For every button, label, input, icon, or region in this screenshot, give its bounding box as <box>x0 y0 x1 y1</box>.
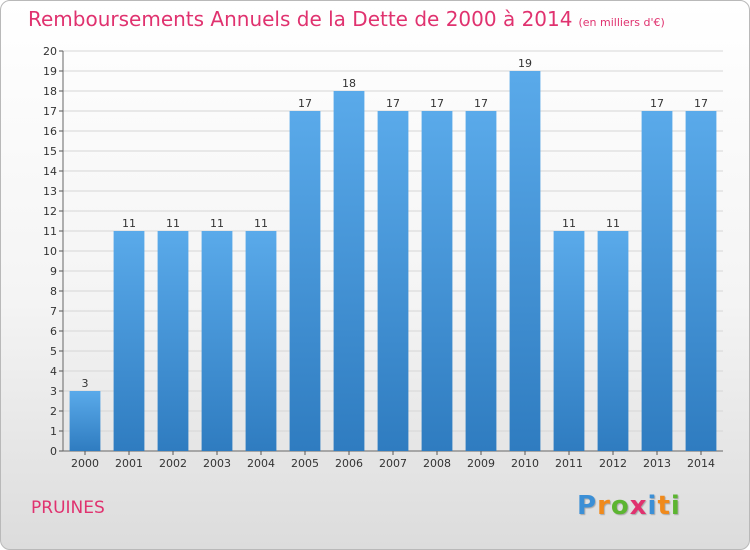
bar <box>685 111 717 451</box>
bar <box>641 111 673 451</box>
logo-letter: o <box>610 491 630 521</box>
y-tick-label: 4 <box>50 365 57 378</box>
x-tick-label: 2014 <box>687 457 715 470</box>
logo-letter: r <box>597 491 611 521</box>
data-label: 17 <box>386 97 400 110</box>
x-tick-label: 2000 <box>71 457 99 470</box>
y-tick-label: 13 <box>43 185 57 198</box>
data-label: 11 <box>606 217 620 230</box>
x-tick-label: 2011 <box>555 457 583 470</box>
y-tick-label: 6 <box>50 325 57 338</box>
x-tick-label: 2004 <box>247 457 275 470</box>
x-tick-label: 2009 <box>467 457 495 470</box>
logo-letter: i <box>670 491 681 521</box>
x-tick-label: 2006 <box>335 457 363 470</box>
data-label: 17 <box>650 97 664 110</box>
y-tick-label: 16 <box>43 125 57 138</box>
data-label: 11 <box>562 217 576 230</box>
data-label: 17 <box>298 97 312 110</box>
x-tick-label: 2007 <box>379 457 407 470</box>
x-tick-label: 2001 <box>115 457 143 470</box>
bar <box>245 231 277 451</box>
logo-letter: t <box>657 491 671 521</box>
data-label: 11 <box>210 217 224 230</box>
data-label: 17 <box>694 97 708 110</box>
chart-subtitle: (en milliers d'€) <box>578 16 665 29</box>
y-tick-label: 12 <box>43 205 57 218</box>
y-tick-label: 0 <box>50 445 57 458</box>
bar <box>157 231 189 451</box>
y-tick-label: 7 <box>50 305 57 318</box>
y-tick-label: 20 <box>43 45 57 58</box>
x-tick-label: 2008 <box>423 457 451 470</box>
y-tick-label: 8 <box>50 285 57 298</box>
y-tick-label: 3 <box>50 385 57 398</box>
x-tick-label: 2005 <box>291 457 319 470</box>
bar <box>69 391 101 451</box>
x-tick-label: 2002 <box>159 457 187 470</box>
data-label: 11 <box>254 217 268 230</box>
bar <box>201 231 233 451</box>
bar <box>597 231 629 451</box>
y-tick-label: 11 <box>43 225 57 238</box>
y-tick-label: 14 <box>43 165 57 178</box>
y-tick-label: 15 <box>43 145 57 158</box>
title-row: Remboursements Annuels de la Dette de 20… <box>28 7 665 31</box>
bar <box>421 111 453 451</box>
bar <box>113 231 145 451</box>
data-label: 17 <box>474 97 488 110</box>
x-tick-label: 2012 <box>599 457 627 470</box>
proxiti-logo: Proxiti <box>577 491 681 521</box>
x-tick-label: 2003 <box>203 457 231 470</box>
y-tick-label: 9 <box>50 265 57 278</box>
bar <box>377 111 409 451</box>
data-label: 19 <box>518 57 532 70</box>
y-tick-label: 10 <box>43 245 57 258</box>
y-tick-label: 2 <box>50 405 57 418</box>
data-label: 3 <box>82 377 89 390</box>
data-label: 11 <box>166 217 180 230</box>
chart-title: Remboursements Annuels de la Dette de 20… <box>28 7 573 31</box>
data-label: 17 <box>430 97 444 110</box>
bar <box>333 91 365 451</box>
commune-name: PRUINES <box>31 498 105 518</box>
y-tick-label: 5 <box>50 345 57 358</box>
bar <box>465 111 497 451</box>
bar <box>553 231 585 451</box>
bar <box>509 71 541 451</box>
x-tick-label: 2013 <box>643 457 671 470</box>
data-label: 11 <box>122 217 136 230</box>
logo-letter: x <box>629 491 648 521</box>
y-tick-label: 1 <box>50 425 57 438</box>
logo-letter: P <box>577 491 598 521</box>
logo-letter: i <box>647 491 658 521</box>
x-tick-label: 2010 <box>511 457 539 470</box>
y-tick-label: 17 <box>43 105 57 118</box>
bar <box>289 111 321 451</box>
y-tick-label: 18 <box>43 85 57 98</box>
y-tick-label: 19 <box>43 65 57 78</box>
data-label: 18 <box>342 77 356 90</box>
